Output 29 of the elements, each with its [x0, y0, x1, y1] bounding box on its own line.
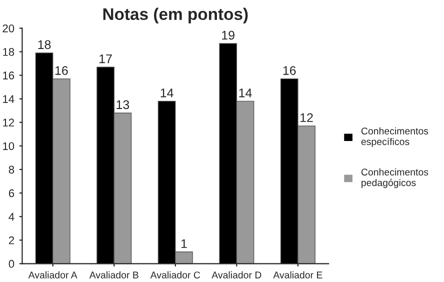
x-tick-label: Avaliador B	[89, 271, 138, 278]
x-tick-label: Avaliador D	[212, 271, 262, 278]
y-tick-label: 12	[3, 118, 14, 126]
data-label: 1	[181, 239, 187, 248]
x-tick-label: Avaliador A	[28, 271, 78, 278]
y-tick-label: 16	[3, 72, 14, 80]
y-tick-label: 20	[2, 24, 14, 32]
chart-title: Notas (em pontos)	[103, 8, 248, 24]
y-tick-label: 10	[3, 142, 14, 150]
y-tick-label: 14	[3, 95, 14, 103]
data-label: 17	[100, 54, 112, 64]
x-tick-label: Avaliador C	[150, 271, 200, 278]
data-label: 14	[239, 88, 252, 98]
legend-label: Conhecimentos pedagógicos	[361, 168, 428, 188]
data-label: 12	[300, 113, 313, 122]
y-tick-label: 0	[8, 260, 14, 268]
y-tick-label: 8	[8, 166, 14, 174]
y-tick-label: 6	[8, 189, 14, 198]
data-label: 18	[38, 40, 51, 50]
data-label: 16	[55, 66, 68, 75]
data-label: 19	[222, 30, 234, 40]
legend-label: Conhecimentos específicos	[361, 127, 428, 148]
data-label: 16	[283, 66, 296, 75]
data-label: 13	[116, 100, 130, 110]
y-tick-label: 18	[3, 48, 14, 56]
x-tick-label: Avaliador E	[273, 271, 322, 278]
y-tick-label: 4	[8, 212, 14, 221]
data-label: 14	[160, 88, 174, 98]
y-tick-label: 2	[8, 236, 14, 244]
